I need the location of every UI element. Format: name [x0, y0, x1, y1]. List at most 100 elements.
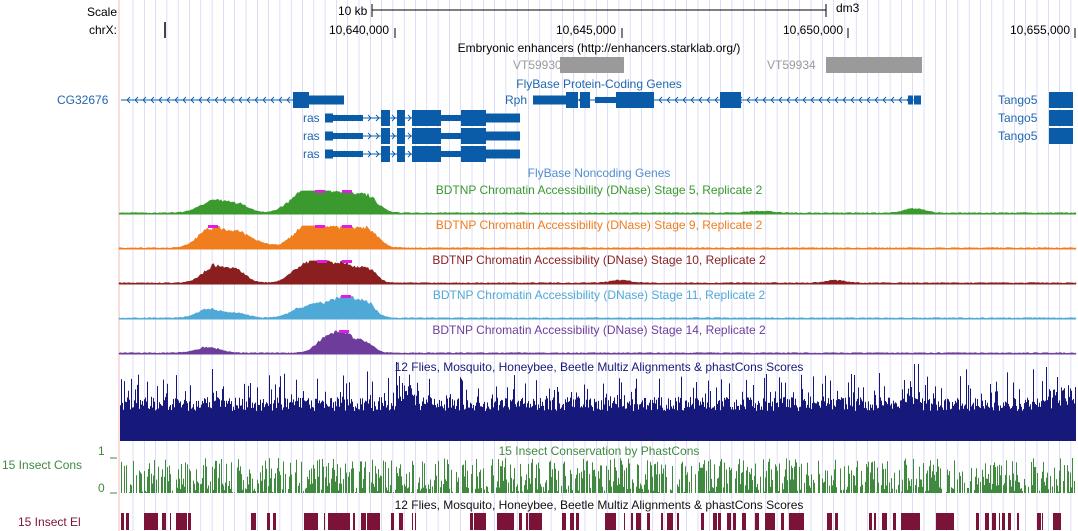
multiz-bar — [1007, 372, 1008, 441]
enhancer-vt59930-bar[interactable] — [560, 57, 624, 73]
ruler-tick-label-2: 10,645,000 — [555, 23, 617, 37]
phastcons-bar — [1017, 475, 1018, 493]
phastcons-bar — [686, 474, 687, 493]
multiz-bar — [141, 404, 142, 441]
phastcons-bar — [870, 472, 871, 493]
phastcons-bar — [200, 484, 201, 493]
flybase-noncoding-track-title[interactable]: FlyBase Noncoding Genes — [527, 166, 671, 180]
phastcons-bar — [968, 487, 969, 493]
phastcons-bar — [237, 467, 238, 493]
multiz-bar — [914, 364, 915, 441]
multiz-bar — [964, 405, 965, 441]
gene-label-ras-2[interactable]: ras — [303, 129, 320, 143]
multiz-bar — [608, 400, 609, 441]
phastcons-bar — [678, 486, 679, 493]
multiz-bar — [739, 410, 740, 441]
phastcons-bar — [763, 459, 764, 493]
phastcons-bar — [390, 485, 391, 493]
multiz-bar — [458, 398, 459, 441]
phastcons-track-bars[interactable] — [121, 458, 1075, 493]
conserved-elements-track[interactable] — [121, 513, 1061, 530]
gene-label-tango5-1[interactable]: Tango5 — [998, 93, 1038, 107]
multiz-bar — [984, 408, 985, 441]
multiz-bar — [331, 398, 332, 441]
multiz-bar — [547, 398, 548, 441]
phastcons-bar — [691, 466, 692, 493]
elements-side-label[interactable]: 15 Insect El — [18, 515, 81, 529]
phastcons-bar — [765, 477, 766, 493]
phastcons-bar — [351, 468, 352, 493]
multiz-bar — [337, 397, 338, 441]
dnase-stage14-title[interactable]: BDTNP Chromatin Accessibility (DNase) St… — [432, 323, 766, 337]
phastcons-bar — [918, 487, 919, 493]
enhancer-vt59930-label[interactable]: VT59930 — [513, 58, 562, 72]
multiz-track-bars[interactable] — [120, 362, 1076, 441]
phastcons-bar — [1028, 486, 1029, 493]
multiz-bar — [210, 407, 211, 441]
enhancer-vt59934-bar[interactable] — [826, 57, 922, 73]
multiz-bar — [910, 381, 911, 441]
phastcons-bar — [594, 469, 595, 493]
multiz-bar — [586, 399, 587, 441]
multiz-bar — [616, 404, 617, 441]
gene-label-tango5-3[interactable]: Tango5 — [998, 129, 1038, 143]
multiz-bar — [436, 407, 437, 441]
dnase-stage5-title[interactable]: BDTNP Chromatin Accessibility (DNase) St… — [435, 183, 763, 197]
flybase-coding-track-title[interactable]: FlyBase Protein-Coding Genes — [516, 77, 682, 91]
multiz-bar — [336, 406, 337, 441]
phastcons-bar — [484, 489, 485, 493]
multiz-bar — [346, 383, 347, 441]
multiz-bar — [925, 385, 926, 441]
phastcons-bar — [687, 472, 688, 493]
gene-models[interactable] — [121, 92, 1073, 162]
gene-label-tango5-2[interactable]: Tango5 — [998, 111, 1038, 125]
multiz-bar — [594, 398, 595, 441]
multiz-bar — [558, 391, 559, 441]
gene-label-rph[interactable]: Rph — [505, 93, 528, 107]
multiz-bar — [285, 398, 286, 441]
conserved-element — [570, 513, 574, 530]
multiz-track-title[interactable]: 12 Flies, Mosquito, Honeybee, Beetle Mul… — [394, 360, 804, 374]
multiz-bar — [244, 383, 245, 441]
scale-label: Scale — [86, 5, 117, 19]
strand-arrow — [866, 96, 871, 104]
multiz-bar — [325, 391, 326, 441]
gene-label-ras-1[interactable]: ras — [303, 111, 320, 125]
phastcons-bar — [452, 491, 453, 493]
exon-block — [914, 95, 921, 105]
phastcons-bar — [934, 474, 935, 493]
multiz-bar — [885, 400, 886, 441]
dnase-stage9-title[interactable]: BDTNP Chromatin Accessibility (DNase) St… — [435, 218, 763, 232]
phastcons-side-label[interactable]: 15 Insect Cons — [2, 458, 83, 472]
dnase-tracks[interactable] — [118, 190, 1077, 355]
phastcons-bar — [911, 479, 912, 493]
phastcons-bar — [1048, 489, 1049, 493]
dnase-stage11-title[interactable]: BDTNP Chromatin Accessibility (DNase) St… — [432, 288, 766, 302]
dnase-stage10-title[interactable]: BDTNP Chromatin Accessibility (DNase) St… — [432, 253, 766, 267]
phastcons-bar — [847, 486, 848, 493]
multiz-bar — [633, 410, 634, 441]
gene-label-cg32676[interactable]: CG32676 — [57, 93, 109, 107]
multiz-bar — [544, 410, 545, 441]
phastcons-bar — [491, 465, 492, 493]
phastcons-bar — [1010, 480, 1011, 493]
phastcons-bar — [651, 465, 652, 493]
phastcons-bar — [748, 489, 749, 493]
multiz-bar — [146, 401, 147, 441]
phastcons-bar — [685, 466, 686, 493]
phastcons-track-title[interactable]: 15 Insect Conservation by PhastCons — [498, 444, 700, 458]
dnase-signal — [118, 190, 1077, 215]
enhancers-track-title[interactable]: Embryonic enhancers (http://enhancers.st… — [457, 41, 741, 55]
phastcons-bar — [196, 469, 197, 493]
phastcons-bar — [307, 476, 308, 493]
elements-track-title[interactable]: 12 Flies, Mosquito, Honeybee, Beetle Mul… — [394, 498, 804, 512]
phastcons-bar — [657, 461, 658, 493]
phastcons-bar — [505, 458, 506, 493]
gene-label-ras-3[interactable]: ras — [303, 147, 320, 161]
phastcons-bar — [868, 461, 869, 493]
enhancer-vt59934-label[interactable]: VT59934 — [767, 58, 816, 72]
exon-block — [720, 92, 741, 108]
phastcons-bar — [148, 468, 149, 493]
